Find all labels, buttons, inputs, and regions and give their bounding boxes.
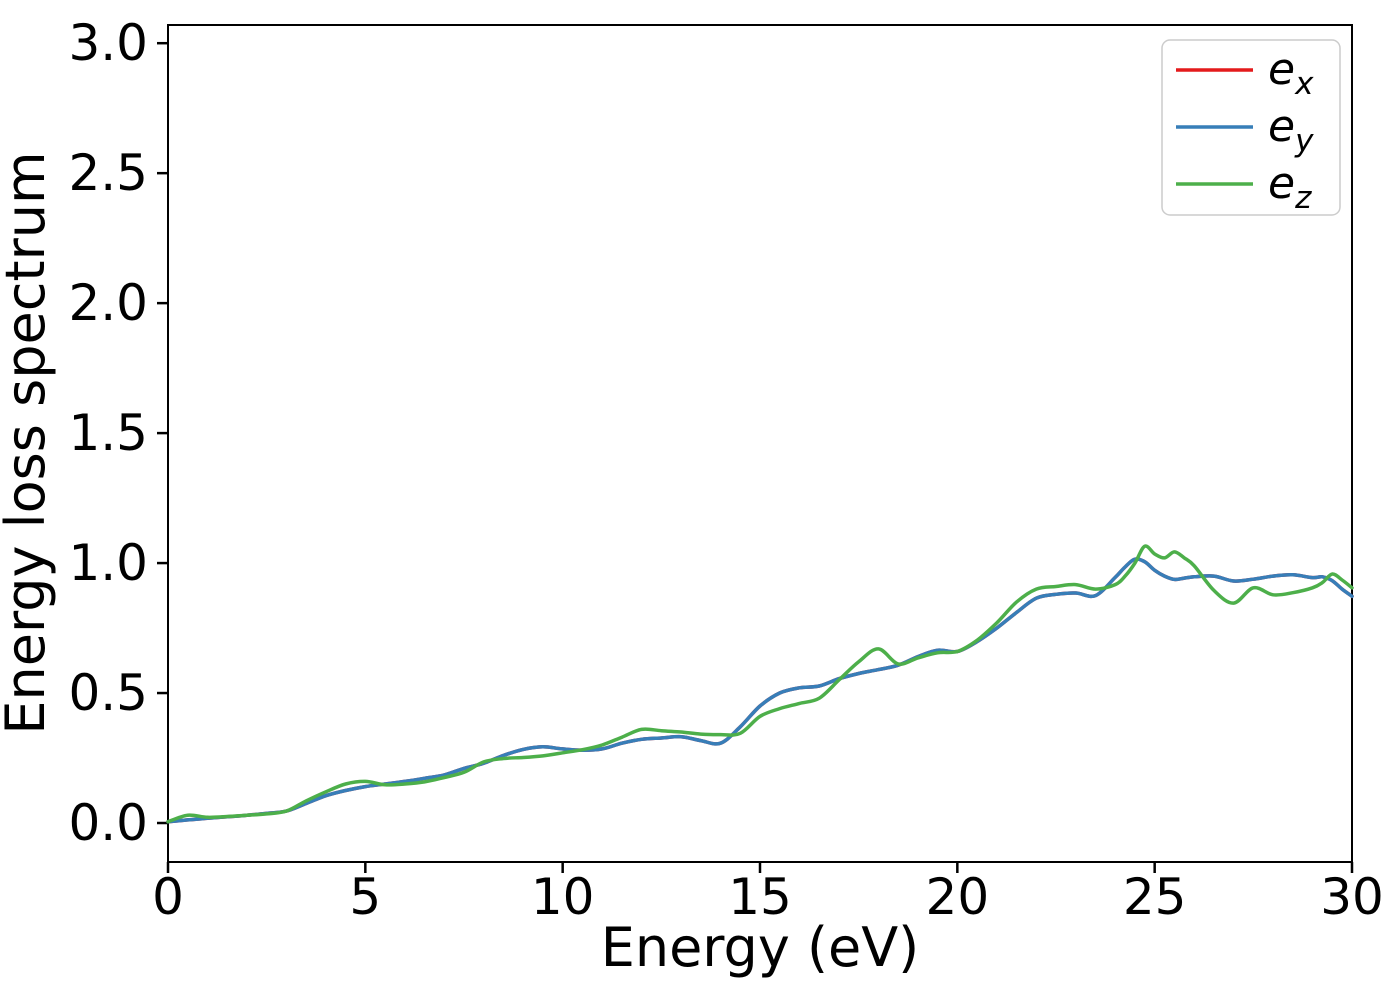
legend-label-e_x: ex (1268, 44, 1314, 102)
y-tick-label: 0.0 (68, 794, 148, 852)
x-tick-label: 15 (728, 868, 792, 926)
legend-label-main: e (1268, 101, 1295, 152)
legend-label-subscript: y (1294, 123, 1314, 159)
y-tick-label: 2.0 (68, 274, 148, 332)
x-axis-label: Energy (eV) (601, 916, 920, 979)
legend-label-e_z: ez (1268, 158, 1312, 216)
y-tick-label: 1.5 (68, 404, 148, 462)
x-tick-label: 30 (1320, 868, 1384, 926)
y-tick-label: 1.0 (68, 534, 148, 592)
x-tick-label: 20 (926, 868, 990, 926)
y-tick-label: 3.0 (68, 14, 148, 72)
series-layer (166, 544, 1354, 824)
legend-label-main: e (1268, 158, 1295, 209)
line-e_z (166, 544, 1354, 824)
legend-label-e_y: ey (1268, 101, 1314, 159)
x-tick-label: 25 (1123, 868, 1187, 926)
y-tick-label: 2.5 (68, 144, 148, 202)
x-tick-label: 10 (531, 868, 595, 926)
legend-label-main: e (1268, 44, 1295, 95)
axes-layer: 0 5 10 15 20 25 30 0.0 0.5 1.0 1.5 2.0 2.5 3.0 (68, 14, 1383, 926)
y-tick-label: 0.5 (68, 664, 148, 722)
legend-label-subscript: x (1294, 66, 1314, 102)
x-tick-label: 5 (349, 868, 381, 926)
y-axis-label: Energy loss spectrum (0, 151, 57, 734)
x-tick-label: 0 (152, 868, 184, 926)
legend-label-subscript: z (1294, 180, 1312, 216)
